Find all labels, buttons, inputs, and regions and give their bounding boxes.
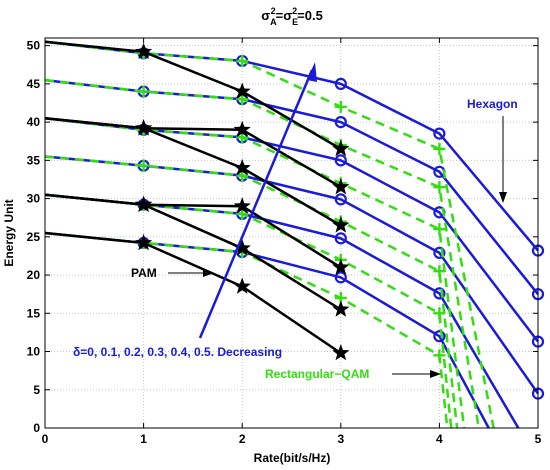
y-axis-label: Energy Unit: [2, 199, 16, 266]
qam-point: [433, 349, 446, 362]
y-tick-label: 5: [33, 383, 40, 397]
pam-point: [233, 277, 251, 294]
plot-frame: [44, 37, 539, 429]
ticks: [44, 38, 539, 429]
qam-point: [236, 54, 249, 67]
hexagon-annotation: Hexagon: [467, 97, 518, 111]
y-tick-label: 50: [27, 39, 41, 53]
qam-point: [433, 142, 446, 155]
x-tick-label: 5: [535, 432, 542, 446]
y-tick-label: 10: [27, 345, 41, 359]
pam-point: [135, 42, 153, 59]
pam-point: [332, 344, 350, 361]
pam-point: [233, 120, 251, 137]
qam-point: [433, 265, 446, 278]
qam-annotation: Rectangular−QAM: [265, 367, 369, 381]
pam-series: [44, 193, 350, 317]
qam-arrow-head: [430, 370, 441, 378]
pam-point: [233, 239, 251, 256]
pam-point: [332, 258, 350, 275]
hexagon-point: [433, 127, 446, 140]
y-tick-label: 0: [33, 421, 40, 435]
pam-point: [332, 178, 350, 195]
qam-point: [433, 223, 446, 236]
qam-point: [137, 85, 150, 98]
pam-point: [332, 300, 350, 317]
pam-point: [135, 119, 153, 136]
pam-arrow-head: [203, 269, 214, 277]
x-tick-label: 1: [140, 432, 147, 446]
pam-point: [135, 195, 153, 212]
chart-title: σA2=σE2=0.5: [261, 6, 323, 27]
hexagon-arrow-head: [499, 192, 507, 203]
hexagon-point: [334, 116, 347, 129]
x-tick-label: 0: [42, 432, 49, 446]
y-tick-label: 30: [27, 192, 41, 206]
y-tick-label: 25: [27, 230, 41, 244]
x-tick-label: 4: [436, 432, 443, 446]
delta-annotation: δ=0, 0.1, 0.2, 0.3, 0.4, 0.5. Decreasing: [73, 345, 282, 359]
series-layer: [44, 40, 545, 429]
pam-point: [135, 233, 153, 251]
pam-annotation: PAM: [131, 266, 157, 280]
pam-line: [44, 117, 342, 227]
hexagon-point: [334, 271, 347, 284]
pam-series: [44, 117, 350, 233]
annotations: Hexagon PAM δ=0, 0.1, 0.2, 0.3, 0.4, 0.5…: [73, 62, 518, 381]
pam-point: [332, 216, 350, 233]
x-tick-label: 3: [337, 432, 344, 446]
qam-point: [433, 181, 446, 194]
x-tick-label: 2: [239, 432, 246, 446]
hexagon-point: [334, 77, 347, 90]
qam-point: [137, 159, 150, 172]
qam-line: [44, 117, 466, 429]
pam-line: [44, 193, 342, 311]
hexagon-point: [334, 154, 347, 167]
hexagon-point: [334, 193, 347, 206]
decreasing-arrow-head: [307, 62, 317, 82]
y-tick-label: 20: [27, 268, 41, 282]
y-tick-label: 45: [27, 77, 41, 91]
y-tick-label: 40: [27, 115, 41, 129]
hexagon-point: [334, 232, 347, 245]
pam-line: [44, 231, 342, 355]
x-axis-label: Rate(bit/s/Hz): [254, 451, 331, 465]
pam-point: [233, 82, 251, 99]
y-tick-label: 35: [27, 153, 41, 167]
hexagon-point: [433, 287, 446, 300]
qam-point: [334, 100, 347, 113]
pam-point: [233, 197, 251, 214]
hexagon-point: [433, 246, 446, 259]
qam-line: [44, 78, 481, 429]
qam-line: [44, 155, 459, 429]
y-tick-label: 15: [27, 306, 41, 320]
pam-series: [44, 231, 350, 361]
qam-point: [433, 307, 446, 320]
pam-point: [332, 139, 350, 157]
hexagon-point: [433, 330, 446, 343]
decreasing-arrow-shaft: [198, 69, 314, 339]
pam-point: [233, 159, 251, 176]
